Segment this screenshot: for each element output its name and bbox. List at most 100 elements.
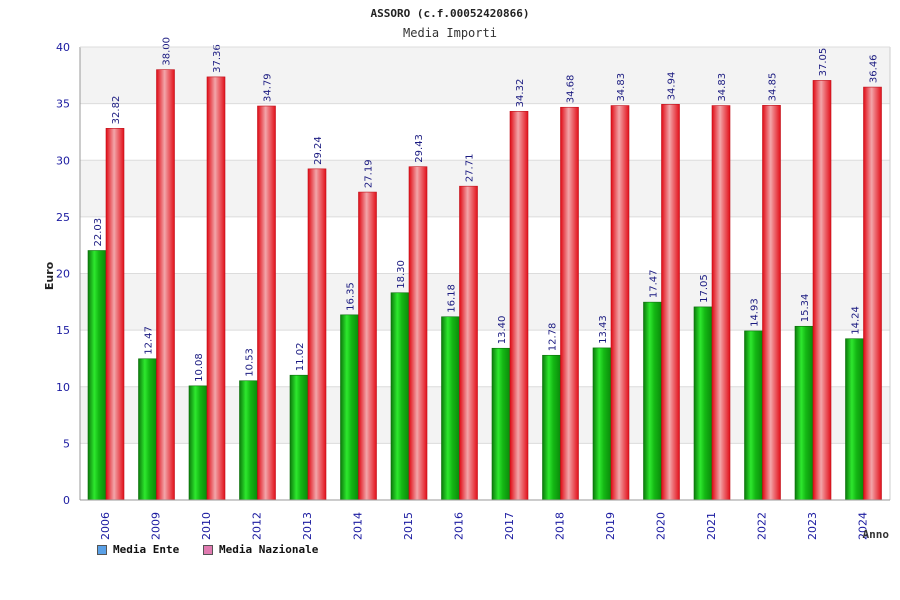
bar-media-ente [744, 330, 763, 501]
data-label-nazionale: 29.43 [414, 134, 425, 163]
bar-media-nazionale [762, 105, 781, 501]
y-tick-label: 0 [63, 494, 70, 507]
data-label-ente: 13.40 [497, 316, 508, 345]
data-label-ente: 16.18 [447, 284, 458, 313]
data-label-nazionale: 37.36 [212, 44, 223, 73]
bar-media-nazionale [459, 185, 478, 501]
x-tick-label: 2017 [503, 512, 516, 540]
y-tick-label: 25 [56, 211, 70, 224]
bar-media-nazionale [509, 111, 529, 501]
data-label-ente: 22.03 [93, 218, 104, 247]
bar-media-nazionale [863, 86, 882, 501]
data-label-nazionale: 38.00 [162, 37, 173, 66]
bar-media-nazionale [257, 105, 276, 501]
data-label-ente: 10.08 [194, 353, 205, 382]
data-label-nazionale: 36.46 [869, 54, 880, 83]
data-label-ente: 18.30 [396, 260, 407, 289]
data-label-nazionale: 32.82 [111, 96, 122, 125]
bar-media-ente [592, 347, 612, 501]
chart-title: ASSORO (c.f.00052420866) [371, 7, 530, 20]
bar-media-ente [138, 358, 157, 501]
bar-media-nazionale [812, 80, 832, 501]
x-tick-label: 2019 [604, 512, 617, 540]
legend-swatch-ente [97, 544, 107, 555]
data-label-ente: 15.34 [800, 294, 811, 323]
data-label-ente: 12.47 [144, 326, 155, 355]
data-label-nazionale: 37.05 [818, 48, 829, 77]
y-tick-label: 10 [56, 381, 70, 394]
bar-media-nazionale [156, 69, 175, 501]
bar-media-nazionale [661, 104, 680, 501]
data-label-ente: 14.93 [750, 298, 761, 327]
x-tick-label: 2014 [352, 512, 365, 540]
bar-media-nazionale [560, 106, 579, 501]
legend-item-media-nazionale: Media Nazionale [203, 543, 318, 556]
legend-item-media-ente: Media Ente [97, 543, 179, 556]
bar-media-ente [845, 338, 864, 501]
bar-media-nazionale [206, 76, 226, 501]
data-label-ente: 17.05 [699, 274, 710, 303]
bar-media-ente [188, 385, 208, 501]
bar-media-nazionale [307, 168, 327, 501]
data-label-nazionale: 34.79 [263, 73, 274, 102]
x-tick-label: 2024 [857, 512, 870, 540]
data-label-nazionale: 27.71 [465, 154, 476, 183]
bar-media-ente [542, 354, 561, 501]
data-label-ente: 10.53 [245, 348, 256, 377]
bar-media-nazionale [408, 166, 428, 501]
bar-media-ente [239, 380, 258, 501]
data-label-ente: 16.35 [346, 282, 357, 311]
x-tick-label: 2020 [655, 512, 668, 540]
y-tick-label: 20 [56, 268, 70, 281]
y-tick-label: 30 [56, 154, 70, 167]
data-label-nazionale: 27.19 [364, 159, 375, 188]
x-tick-label: 2015 [402, 512, 415, 540]
bar-media-ente [643, 301, 662, 501]
legend-swatch-nazionale [203, 544, 213, 555]
x-tick-label: 2009 [150, 512, 163, 540]
data-label-ente: 11.02 [295, 343, 306, 372]
bar-media-nazionale [105, 128, 125, 501]
data-label-nazionale: 34.83 [717, 73, 728, 102]
data-label-nazionale: 34.32 [515, 79, 526, 108]
y-tick-label: 35 [56, 98, 70, 111]
y-tick-label: 40 [56, 41, 70, 54]
bar-media-nazionale [610, 105, 630, 501]
x-tick-label: 2006 [99, 512, 112, 540]
data-label-nazionale: 34.68 [566, 75, 577, 104]
data-label-ente: 13.43 [598, 315, 609, 344]
x-tick-label: 2022 [756, 512, 769, 540]
y-axis-label: Euro [43, 261, 56, 290]
legend-label-nazionale: Media Nazionale [219, 543, 319, 556]
x-axis-label: Anno [863, 528, 890, 541]
x-tick-label: 2016 [453, 512, 466, 540]
chart-subtitle: Media Importi [403, 26, 497, 40]
data-label-nazionale: 29.24 [313, 136, 324, 165]
bar-media-ente [87, 250, 107, 501]
x-tick-label: 2010 [200, 512, 213, 540]
x-tick-label: 2021 [705, 512, 718, 540]
bar-media-ente [441, 316, 460, 501]
x-tick-label: 2012 [251, 512, 264, 540]
data-label-ente: 12.78 [548, 323, 559, 352]
y-tick-label: 15 [56, 324, 70, 337]
x-tick-label: 2013 [301, 512, 314, 540]
data-label-nazionale: 34.94 [667, 72, 678, 101]
axes: 0 5 10 15 20 25 30 35 40 2006 2009 2010 2012 2013 2014… [56, 41, 891, 540]
bar-media-ente [693, 306, 713, 501]
data-label-nazionale: 34.85 [768, 73, 779, 102]
bars: 22.03 32.82 12.47 38.00 10.08 37.36 10.53 34.79… [87, 37, 882, 501]
x-tick-label: 2023 [806, 512, 819, 540]
data-label-ente: 14.24 [851, 306, 862, 335]
bar-media-ente [491, 347, 511, 501]
bar-media-nazionale [711, 105, 731, 501]
bar-media-nazionale [358, 191, 377, 501]
bar-media-ente [289, 374, 309, 501]
bar-media-ente [390, 292, 410, 501]
bar-media-ente [794, 325, 814, 501]
bar-media-ente [340, 314, 359, 501]
legend-label-ente: Media Ente [113, 543, 180, 556]
y-tick-label: 5 [63, 437, 70, 450]
data-label-ente: 17.47 [649, 270, 660, 299]
